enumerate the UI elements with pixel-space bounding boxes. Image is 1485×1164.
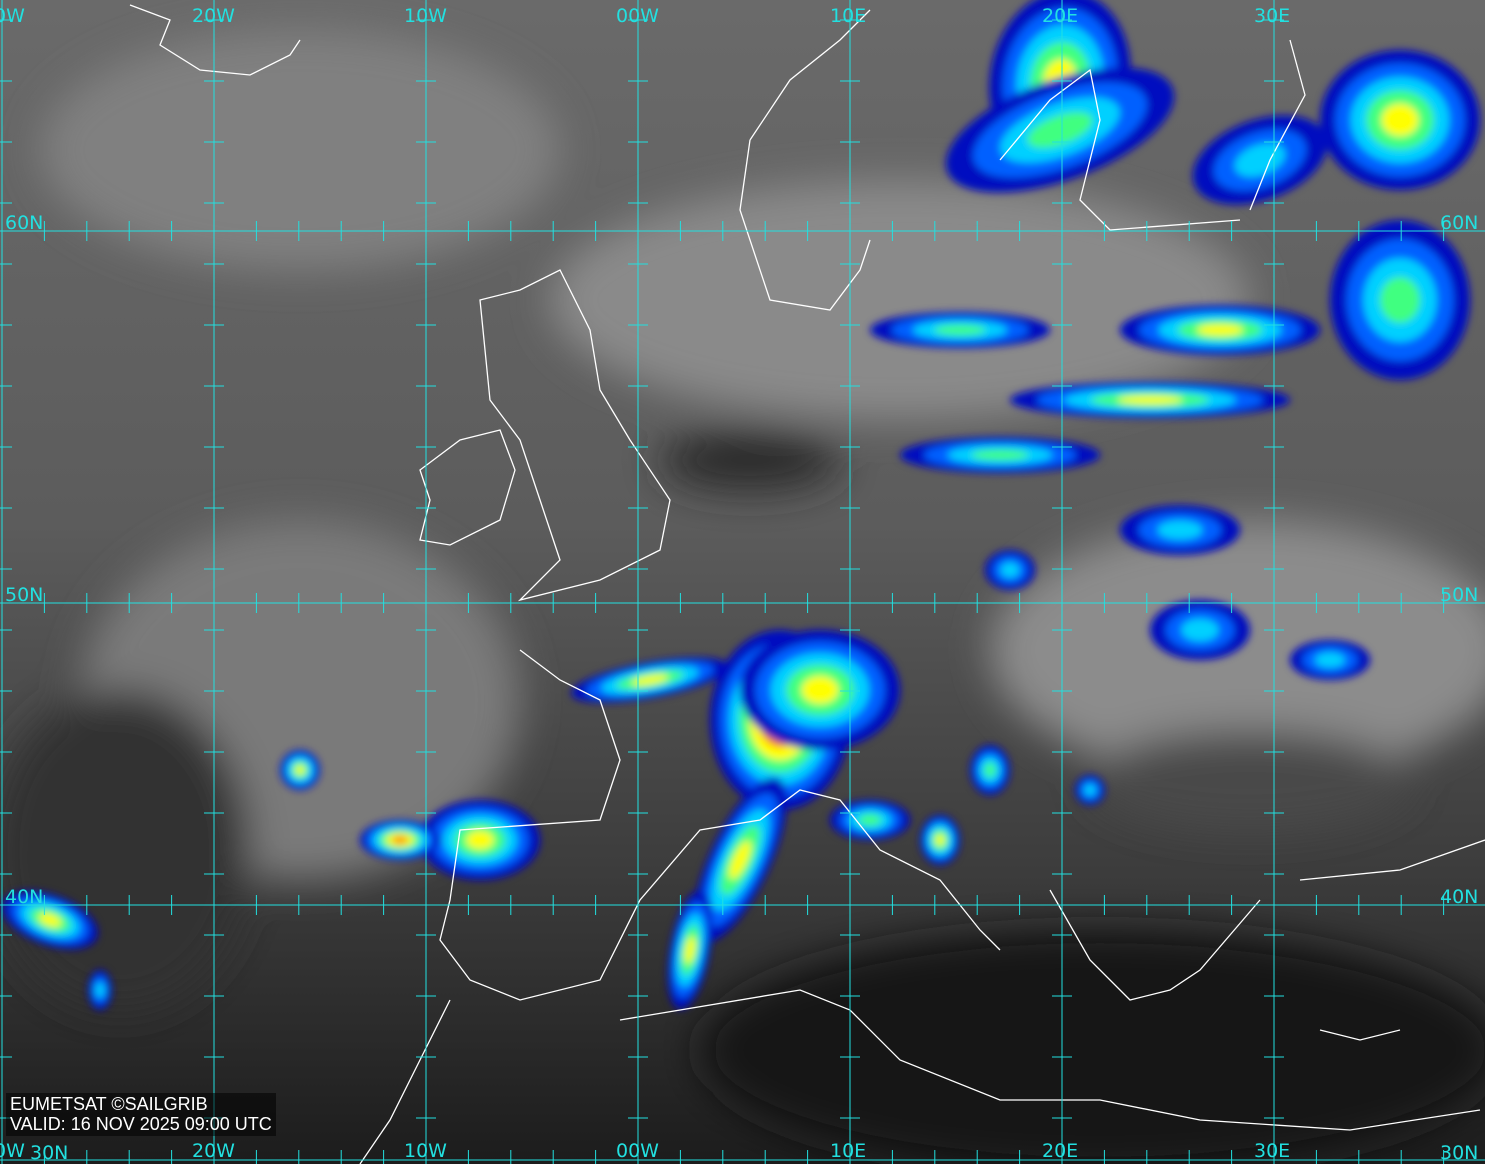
precip-cell xyxy=(729,840,751,880)
lon-label-top: 20E xyxy=(1042,5,1079,27)
lat-label-right: 50N xyxy=(1440,584,1479,606)
precip-cell xyxy=(631,674,669,686)
precip-cell xyxy=(1000,562,1020,578)
lon-label-bottom: 30E xyxy=(1254,1140,1291,1162)
lon-label-bottom: 20E xyxy=(1042,1140,1079,1162)
precip-cell xyxy=(801,676,839,704)
lon-label-top: 10E xyxy=(830,5,867,27)
precip-cell xyxy=(1234,143,1286,177)
precip-cell xyxy=(1084,784,1096,796)
precip-cell xyxy=(1380,277,1420,323)
precip-cell xyxy=(984,762,996,778)
lat-label-right: 30N xyxy=(1440,1142,1479,1164)
precip-cell xyxy=(935,834,945,846)
source-credit: EUMETSAT ©SAILGRIB xyxy=(10,1094,208,1114)
precip-cell xyxy=(392,836,408,844)
precip-cell xyxy=(1181,618,1219,642)
lon-label-bottom: 0W xyxy=(0,1140,25,1162)
lat-label-left: 50N xyxy=(5,584,44,606)
precip-cell xyxy=(1196,324,1244,336)
lat-label-right: 60N xyxy=(1440,212,1479,234)
lon-label-top: 10W xyxy=(404,5,447,27)
precip-cell xyxy=(1027,112,1093,148)
precipitation-overlay xyxy=(2,0,1480,1010)
lon-label-bottom: 10E xyxy=(830,1140,867,1162)
lat-label-right: 40N xyxy=(1440,886,1479,908)
lat-label-left: 40N xyxy=(5,886,44,908)
precip-cell xyxy=(934,324,986,336)
precip-cell xyxy=(295,765,305,775)
valid-time: VALID: 16 NOV 2025 09:00 UTC xyxy=(10,1114,272,1134)
lon-label-bottom: 10W xyxy=(404,1140,447,1162)
precip-cell xyxy=(684,936,696,964)
precip-cell xyxy=(971,449,1029,461)
precip-cell xyxy=(38,913,62,927)
lon-label-top: 20W xyxy=(192,5,235,27)
lon-label-bottom: 00W xyxy=(616,1140,659,1162)
precip-cell xyxy=(95,982,105,998)
cloud-field xyxy=(0,30,1485,1164)
precip-cell xyxy=(1157,520,1203,540)
lat-label-left: 60N xyxy=(5,212,44,234)
precip-cell xyxy=(1381,103,1419,137)
lon-label-bottom: 20W xyxy=(192,1140,235,1162)
precip-cell xyxy=(466,830,494,850)
coastlines xyxy=(129,4,1485,1164)
lon-label-top: 30E xyxy=(1254,5,1291,27)
lat-label-left: 30N xyxy=(30,1142,69,1164)
lon-label-top: 0W xyxy=(0,5,25,27)
precip-cell xyxy=(858,814,882,826)
precip-cell xyxy=(1315,652,1345,668)
lon-label-top: 00W xyxy=(616,5,659,27)
precip-cell xyxy=(1117,395,1183,405)
credit-box: EUMETSAT ©SAILGRIB VALID: 16 NOV 2025 09… xyxy=(6,1093,276,1136)
